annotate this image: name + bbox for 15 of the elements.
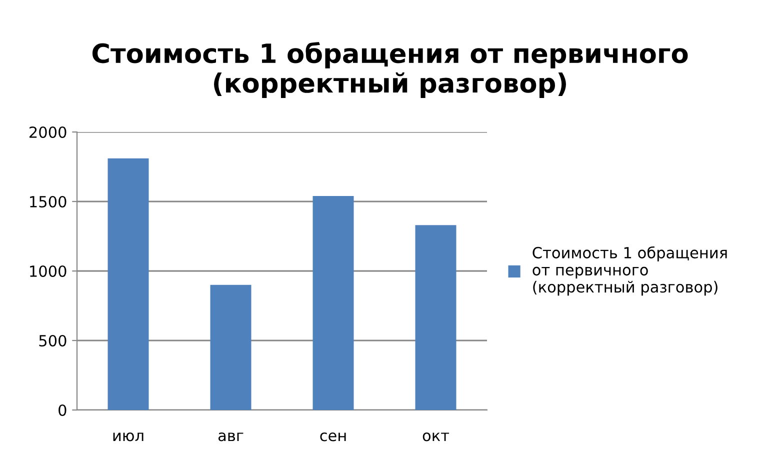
x-tick-label: окт	[422, 432, 450, 442]
legend-label: Стоимость 1 обращения от первичного (корректный разговор)	[532, 246, 727, 296]
y-tick-label: 1500	[30, 196, 66, 208]
bar	[210, 284, 252, 410]
chart-title: Стоимость 1 обращения от первичного (корректный разговор)	[92, 42, 688, 98]
y-tick-label: 0	[58, 404, 66, 416]
y-tick-label: 2000	[30, 126, 66, 138]
bar	[415, 225, 456, 410]
bar	[108, 158, 149, 410]
bar	[312, 196, 354, 410]
y-tick-label: 500	[39, 334, 66, 347]
y-tick-label: 1000	[30, 265, 66, 278]
x-tick-label: авг	[218, 432, 244, 442]
x-tick-label: сен	[320, 432, 346, 442]
x-tick-label: июл	[113, 432, 144, 442]
